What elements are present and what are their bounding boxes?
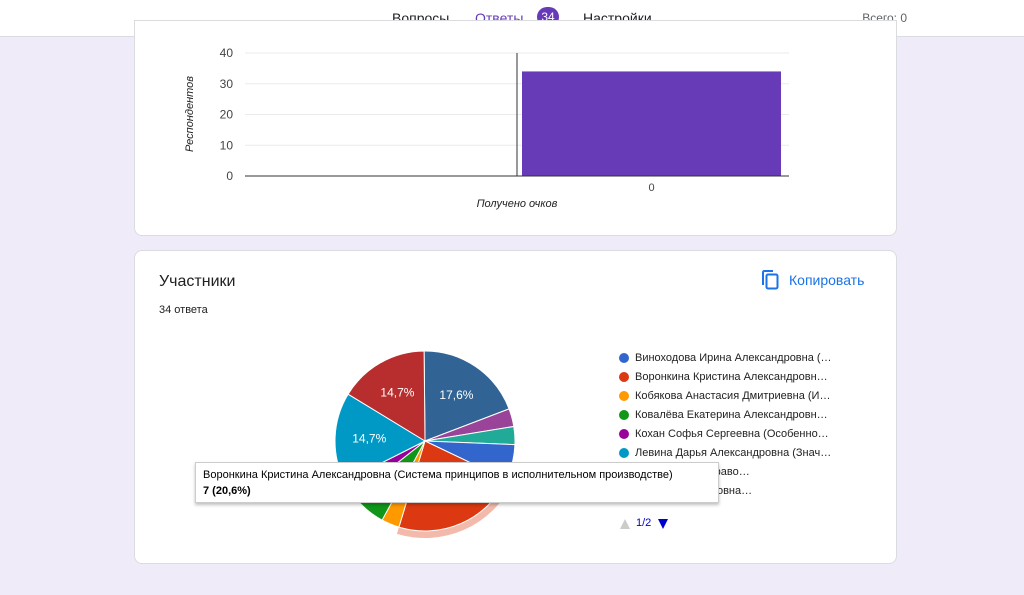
legend-label: Виноходова Ирина Александровна (… <box>635 352 832 364</box>
x-tick-label: 0 <box>648 182 654 194</box>
legend-color-dot <box>619 448 629 458</box>
page-down-icon[interactable] <box>657 518 669 530</box>
legend-color-dot <box>619 353 629 363</box>
legend-color-dot <box>619 391 629 401</box>
copy-icon <box>762 270 779 290</box>
pie-slice <box>423 350 510 442</box>
tooltip-value: 7 (20,6%) <box>203 485 251 497</box>
legend-label: Кобякова Анастасия Дмитриевна (И… <box>635 390 831 402</box>
legend-color-dot <box>619 410 629 420</box>
legend-color-dot <box>619 372 629 382</box>
pager-text: 1/2 <box>636 517 652 529</box>
y-tick-label: 30 <box>220 77 234 91</box>
legend-label: Кохан Софья Сергеевна (Особенно… <box>635 428 829 440</box>
legend-label: Ковалёва Екатерина Александровн… <box>635 409 828 421</box>
pie-slice-label: 17,6% <box>439 388 473 402</box>
legend-label: Воронкина Кристина Александровн… <box>635 371 828 383</box>
pie-slice <box>347 350 426 442</box>
legend-label: Левина Дарья Александровна (Знач… <box>635 447 832 459</box>
participants-card: Участники 34 ответа Копировать 17,6% 14,7… <box>134 250 897 564</box>
pie-tooltip: Воронкина Кристина Александровна (Систем… <box>195 462 719 503</box>
tooltip-label: Воронкина Кристина Александровна (Систем… <box>203 469 673 481</box>
y-tick-label: 40 <box>220 46 234 60</box>
score-bar-chart: 0 10 20 30 40 0 Получено очков Респондентов <box>184 46 789 210</box>
copy-button-label: Копировать <box>789 272 865 288</box>
y-tick-label: 0 <box>226 169 233 183</box>
card-title: Участники <box>159 273 236 290</box>
y-tick-label: 20 <box>220 108 234 122</box>
score-chart-card: 0 10 20 30 40 0 Получено очков Респондентов <box>134 20 897 236</box>
y-axis-title: Респондентов <box>184 76 196 152</box>
x-axis-title: Получено очков <box>477 198 558 210</box>
bar <box>522 71 781 176</box>
legend-color-dot <box>619 429 629 439</box>
page-up-icon[interactable] <box>619 518 631 530</box>
y-tick-label: 10 <box>220 138 234 152</box>
pie-slice-label: 14,7% <box>380 385 414 399</box>
participants-pie-chart: 17,6% 14,7% 14,7% <box>334 350 516 538</box>
response-count: 34 ответа <box>159 304 208 316</box>
pie-slice-label: 14,7% <box>352 432 386 446</box>
